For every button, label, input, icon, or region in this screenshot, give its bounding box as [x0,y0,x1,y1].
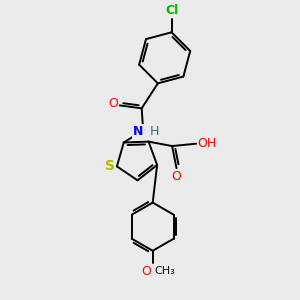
Text: O: O [108,98,118,110]
Text: Cl: Cl [165,4,178,17]
Text: N: N [133,125,143,138]
Text: O: O [172,170,182,183]
Text: S: S [105,159,115,173]
Text: O: O [141,265,151,278]
Text: OH: OH [198,137,217,150]
Text: CH₃: CH₃ [155,266,176,276]
Text: H: H [150,125,159,138]
